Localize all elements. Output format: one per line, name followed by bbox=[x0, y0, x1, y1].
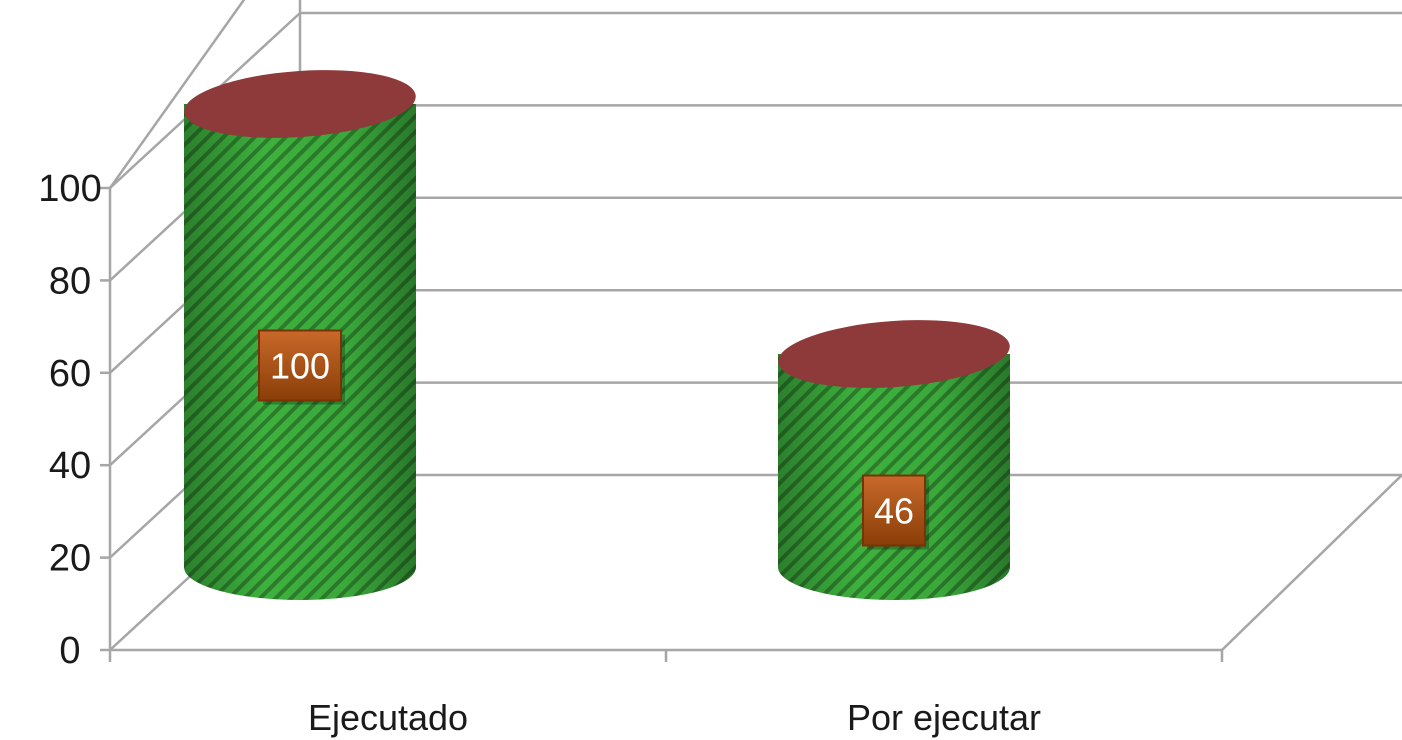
bar-1: 46 bbox=[778, 320, 1010, 600]
floor-right-edge bbox=[1221, 474, 1402, 651]
data-label: 46 bbox=[874, 491, 914, 532]
cylinder-top bbox=[184, 70, 416, 138]
y-tick-label: 0 bbox=[59, 630, 80, 672]
data-label-box bbox=[862, 474, 926, 547]
bars: 100 46 bbox=[184, 70, 1010, 600]
y-tick-label: 60 bbox=[49, 353, 91, 395]
y-tick-label: 40 bbox=[49, 445, 91, 487]
cylinder-top bbox=[778, 320, 1010, 388]
y-axis: 0 20 40 60 80 100 bbox=[38, 168, 112, 672]
side-wall-top bbox=[108, 0, 246, 189]
x-axis: Ejecutado Por ejecutar bbox=[108, 648, 1224, 738]
data-label: 100 bbox=[270, 346, 330, 387]
data-label-box bbox=[258, 329, 342, 402]
y-tick-label: 100 bbox=[38, 168, 101, 210]
y-tick-label: 20 bbox=[49, 538, 91, 580]
y-tick-label: 80 bbox=[49, 260, 91, 302]
bar-0: 100 bbox=[184, 70, 416, 600]
x-category-label: Por ejecutar bbox=[847, 697, 1041, 738]
x-category-label: Ejecutado bbox=[308, 697, 468, 738]
